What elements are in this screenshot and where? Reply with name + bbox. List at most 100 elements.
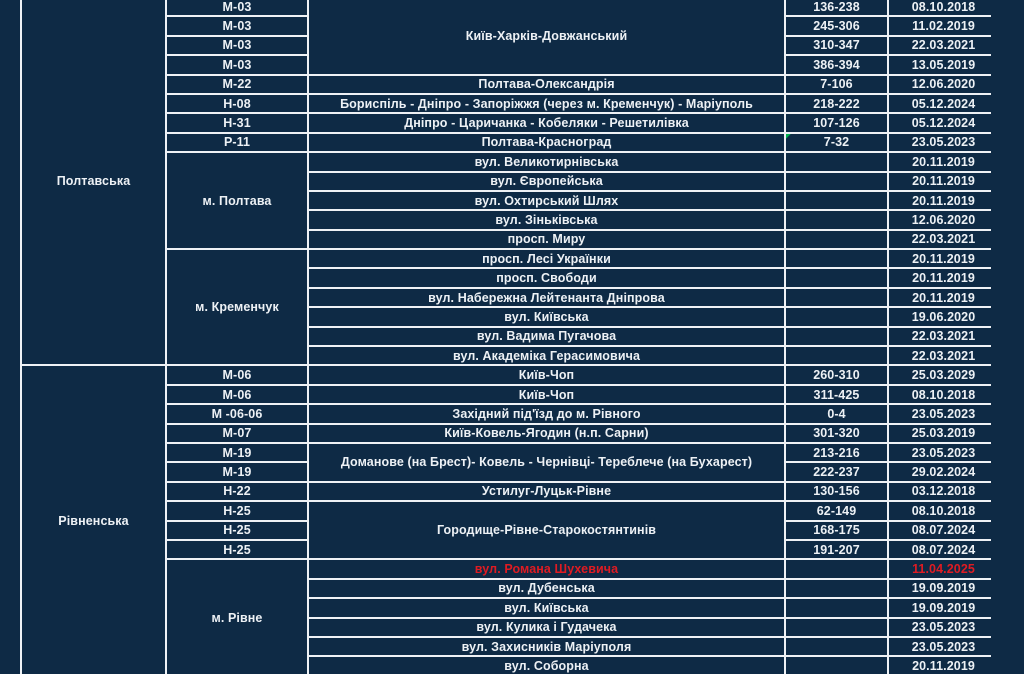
km-range-text: 62-149 — [816, 503, 857, 518]
km-range-cell: 130-156 — [786, 482, 887, 501]
date-cell: 20.11.2019 — [889, 250, 998, 268]
km-range-cell — [786, 579, 887, 598]
road-name-cell: вул. Захисників Маріуполя — [309, 637, 784, 656]
roads-table: Полтавська М-03 Київ-Харків-Довжанський 136… — [20, 0, 998, 674]
km-range-cell: 245-306 — [786, 17, 887, 35]
date-cell: 11.04.2025 — [889, 560, 998, 578]
km-range-cell: 168-175 — [786, 521, 887, 539]
road-name-cell: вул. Набережна Лейтенанта Дніпрова — [309, 288, 784, 307]
date-cell: 13.05.2019 — [889, 56, 998, 74]
road-name-cell: просп. Лесі Українки — [309, 250, 784, 268]
road-code-cell: Н-25 — [167, 521, 307, 539]
km-range-cell — [786, 327, 887, 346]
km-range-cell: 260-310 — [786, 366, 887, 384]
road-name-cell: Київ-Чоп — [309, 385, 784, 404]
km-range-cell: 222-237 — [786, 463, 887, 481]
road-code-cell: м. Полтава — [167, 153, 307, 249]
date-cell: 20.11.2019 — [889, 191, 998, 210]
km-range-cell — [786, 657, 887, 674]
km-range-cell: 0-4 — [786, 405, 887, 423]
date-cell: 20.11.2019 — [889, 657, 998, 674]
date-cell: 22.03.2021 — [889, 347, 998, 365]
date-cell: 23.05.2023 — [889, 637, 998, 656]
km-range-text: 218-222 — [813, 96, 860, 111]
km-range-cell — [786, 153, 887, 171]
km-range-cell — [786, 308, 887, 326]
road-code-cell: М-22 — [167, 75, 307, 93]
date-cell: 20.11.2019 — [889, 288, 998, 307]
km-range-cell: 310-347 — [786, 36, 887, 55]
road-code-cell: М-06 — [167, 385, 307, 404]
km-range-cell — [786, 230, 887, 249]
date-cell: 23.05.2023 — [889, 443, 998, 462]
date-cell: 08.10.2018 — [889, 0, 998, 16]
km-range-text: 107-126 — [813, 116, 860, 131]
right-crop-strip — [1000, 0, 1024, 674]
road-name-cell: вул. Великотирнівська — [309, 153, 784, 171]
date-cell: 12.06.2020 — [889, 211, 998, 229]
road-name-cell: вул. Київська — [309, 599, 784, 617]
road-code-cell: м. Кременчук — [167, 250, 307, 365]
km-range-cell — [786, 599, 887, 617]
road-name-cell: просп. Миру — [309, 230, 784, 249]
date-cell: 22.03.2021 — [889, 36, 998, 55]
date-cell: 22.03.2021 — [889, 327, 998, 346]
km-range-cell: 7-106 — [786, 75, 887, 93]
date-cell: 08.10.2018 — [889, 385, 998, 404]
region-cell: Полтавська — [22, 0, 165, 365]
road-name-cell: вул. Київська — [309, 308, 784, 326]
road-name-cell: Київ-Чоп — [309, 366, 784, 384]
km-range-text: 136-238 — [813, 0, 860, 14]
road-name-cell: вул. Дубенська — [309, 579, 784, 598]
km-range-text: 222-237 — [813, 465, 860, 480]
date-cell: 20.11.2019 — [889, 269, 998, 287]
date-cell: 25.03.2019 — [889, 424, 998, 442]
road-name-cell: вул. Вадима Пугачова — [309, 327, 784, 346]
km-range-text: 213-216 — [813, 445, 860, 460]
km-range-text: 0-4 — [827, 406, 846, 421]
date-cell: 25.03.2029 — [889, 366, 998, 384]
km-range-text: 7-32 — [823, 135, 850, 150]
km-range-text: 245-306 — [813, 19, 860, 34]
date-cell: 05.12.2024 — [889, 114, 998, 132]
km-range-text: 191-207 — [813, 542, 860, 557]
date-cell: 20.11.2019 — [889, 172, 998, 190]
km-range-text: 311-425 — [813, 387, 860, 402]
km-range-cell: 213-216 — [786, 443, 887, 462]
km-range-cell — [786, 637, 887, 656]
road-code-cell: Н-22 — [167, 482, 307, 501]
km-range-text: 7-106 — [820, 77, 853, 92]
date-cell: 23.05.2023 — [889, 133, 998, 152]
road-name-cell: Полтава-Красноград — [309, 133, 784, 152]
road-code-cell: М-06 — [167, 366, 307, 384]
date-cell: 20.11.2019 — [889, 153, 998, 171]
region-cell: Рівненська — [22, 366, 165, 674]
road-code-cell: Н-31 — [167, 114, 307, 132]
date-cell: 19.09.2019 — [889, 579, 998, 598]
road-name-cell: вул. Охтирський Шлях — [309, 191, 784, 210]
km-range-text: 310-347 — [813, 38, 860, 53]
date-cell: 08.10.2018 — [889, 502, 998, 520]
road-code-cell: М-03 — [167, 36, 307, 55]
road-name-cell: Дніпро - Царичанка - Кобеляки - Решетилі… — [309, 114, 784, 132]
km-range-cell: 191-207 — [786, 540, 887, 559]
road-code-cell: М-03 — [167, 17, 307, 35]
date-cell: 05.12.2024 — [889, 94, 998, 113]
road-name-cell: Бориспіль - Дніпро - Запоріжжя (через м.… — [309, 94, 784, 113]
road-name-cell: Київ-Харків-Довжанський — [309, 0, 784, 74]
road-name-cell: просп. Свободи — [309, 269, 784, 287]
road-name-cell: Полтава-Олександрія — [309, 75, 784, 93]
km-range-cell — [786, 618, 887, 636]
road-code-cell: Н-25 — [167, 540, 307, 559]
km-range-cell — [786, 269, 887, 287]
date-cell: 08.07.2024 — [889, 521, 998, 539]
date-cell: 12.06.2020 — [889, 75, 998, 93]
km-range-cell — [786, 172, 887, 190]
km-range-cell: 311-425 — [786, 385, 887, 404]
date-cell: 29.02.2024 — [889, 463, 998, 481]
road-code-cell: М -06-06 — [167, 405, 307, 423]
km-range-cell: 218-222 — [786, 94, 887, 113]
km-range-text: 168-175 — [813, 523, 860, 538]
road-code-cell: М-03 — [167, 0, 307, 16]
date-cell: 08.07.2024 — [889, 540, 998, 559]
